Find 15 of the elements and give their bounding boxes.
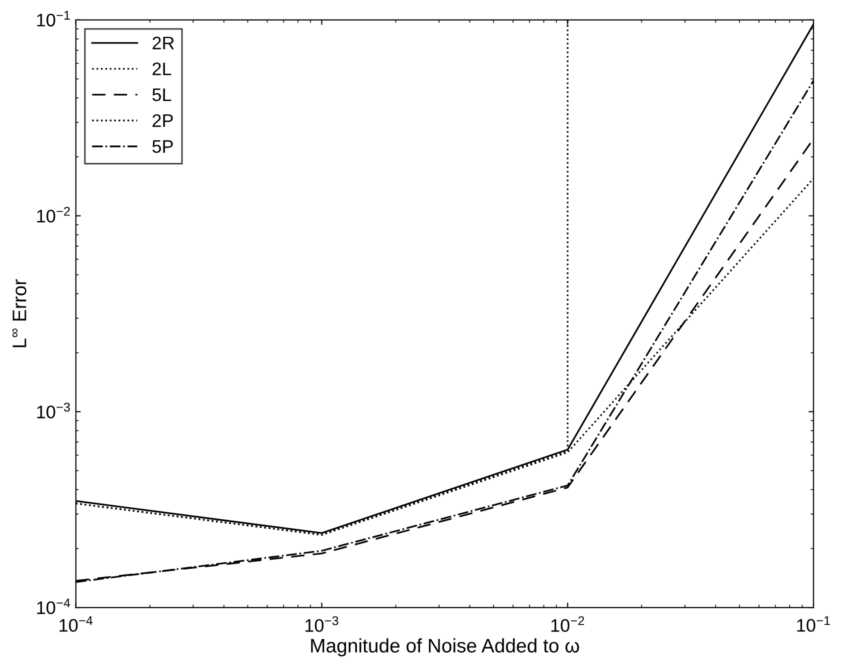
x-tick-label: 10$^{−2}$ (551, 616, 584, 632)
x-tick-label: 10$^{−3}$ (306, 616, 338, 632)
legend-label: 2P (152, 114, 173, 127)
y-tick-label: 10$^{−4}$ (37, 598, 70, 614)
y-axis-title: L$^{∞}$ Error (12, 279, 26, 348)
y-tick-label: 10$^{−3}$ (37, 402, 70, 418)
legend-label: 5L (152, 88, 172, 102)
x-axis-title: Magnitude of Noise Added to ω (311, 638, 580, 656)
legend-label: 2R (152, 36, 174, 50)
y-tick-label: 10$^{−2}$ (37, 206, 70, 222)
y-tick-label: 10$^{−1}$ (37, 10, 70, 26)
x-tick-label: 10$^{−4}$ (60, 616, 93, 632)
legend-label: 5P (152, 140, 173, 153)
x-tick-label: 10$^{−1}$ (797, 616, 830, 632)
legend-label: 2L (152, 62, 172, 76)
